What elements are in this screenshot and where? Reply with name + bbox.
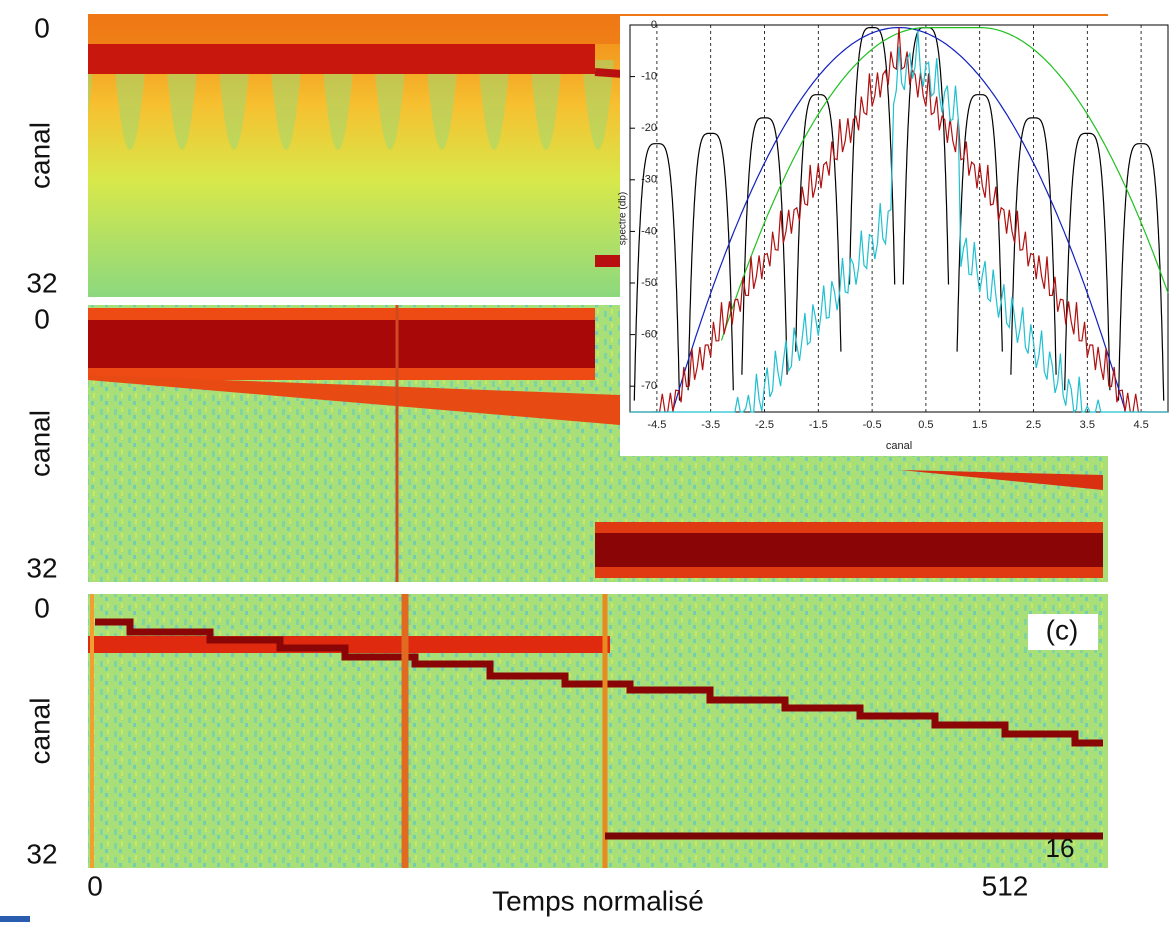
x-start-label: 0 <box>87 870 103 901</box>
x-tick-label: -2.5 <box>755 419 774 431</box>
x-axis-label: Temps normalisé <box>492 885 704 916</box>
y-tick-label: 0 <box>651 19 657 31</box>
x-tick-label: 0.5 <box>918 419 933 431</box>
y-tick-label: -20 <box>641 122 657 134</box>
x-tick-label: 3.5 <box>1080 419 1095 431</box>
response-curve <box>630 30 1168 414</box>
y-top-label: 0 <box>34 303 50 334</box>
panel-2 <box>88 305 1108 582</box>
y-axis-label: canal <box>24 122 55 189</box>
response-curve <box>633 143 681 401</box>
x-end-label: 512 <box>982 870 1029 901</box>
y-axis-label: canal <box>24 410 55 477</box>
y-axis-label: canal <box>24 698 55 765</box>
x-tick-label: -4.5 <box>647 419 666 431</box>
x-tick-label: -1.5 <box>809 419 828 431</box>
y-tick-label: -70 <box>641 380 657 392</box>
response-curve <box>1117 143 1165 401</box>
x-tick-label: -0.5 <box>863 419 882 431</box>
y-bottom-label: 32 <box>26 838 57 869</box>
y-top-label: 0 <box>34 12 50 43</box>
y-tick-label: -30 <box>641 174 657 186</box>
response-curve <box>956 94 1003 352</box>
x-tick-label: 2.5 <box>1026 419 1041 431</box>
panel-3 <box>88 594 1108 868</box>
response-curve <box>741 117 788 375</box>
response-curve <box>1010 117 1057 375</box>
y-tick-label: -40 <box>641 225 657 237</box>
inset-chart: -4.5 -3.5 -2.5 -1.5 -0.5 0.5 1.5 2.5 3.5 4.5 0 -10 -… <box>618 19 1169 452</box>
x-tick-label: 4.5 <box>1133 419 1148 431</box>
panel-tag: (c) <box>1046 614 1079 645</box>
slide-bar <box>0 916 30 922</box>
response-curve <box>1064 132 1111 391</box>
response-curve <box>795 94 842 352</box>
response-curve <box>720 27 1169 341</box>
page-number: 16 <box>1046 833 1075 863</box>
y-bottom-label: 32 <box>26 552 57 583</box>
inset-plot-area <box>629 24 1169 413</box>
response-curve <box>630 27 1168 413</box>
y-tick-label: -10 <box>641 71 657 83</box>
y-axis-title: spectre (db) <box>618 192 629 245</box>
x-axis-title: canal <box>886 440 912 452</box>
y-tick-label: -50 <box>641 277 657 289</box>
y-top-label: 0 <box>34 592 50 623</box>
x-tick-label: -3.5 <box>701 419 720 431</box>
x-tick-label: 1.5 <box>972 419 987 431</box>
response-curve <box>687 132 734 391</box>
y-bottom-label: 32 <box>26 267 57 298</box>
y-tick-label: -60 <box>641 329 657 341</box>
